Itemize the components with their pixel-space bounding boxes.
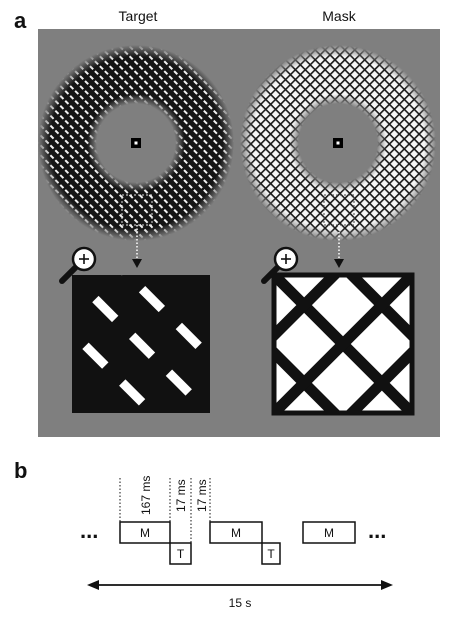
stimulus-panel bbox=[38, 29, 440, 437]
trailing-ellipsis: ... bbox=[368, 518, 386, 543]
magnifier-icon-target bbox=[59, 246, 97, 284]
svg-text:M: M bbox=[140, 526, 150, 540]
zoom-region-mask bbox=[323, 194, 355, 226]
fixation-point-target bbox=[131, 138, 141, 148]
zoom-arrow-mask bbox=[334, 225, 344, 268]
mask-box-3: M bbox=[302, 521, 356, 544]
fixation-point-mask bbox=[333, 138, 343, 148]
target-inset bbox=[72, 275, 210, 413]
panel-b-letter: b bbox=[14, 458, 28, 483]
total-duration-label: 15 s bbox=[229, 596, 252, 610]
svg-text:M: M bbox=[324, 526, 334, 540]
zoom-arrow-target bbox=[132, 225, 142, 268]
total-duration-arrow bbox=[87, 580, 393, 590]
target-box-2: T bbox=[261, 542, 281, 565]
target-column-title: Target bbox=[118, 8, 158, 24]
svg-text:T: T bbox=[267, 547, 275, 561]
panel-a-letter: a bbox=[14, 8, 27, 33]
svg-text:M: M bbox=[231, 526, 241, 540]
duration-label-167: 167 ms bbox=[139, 476, 153, 515]
magnifier-icon-mask bbox=[261, 246, 299, 284]
mask-inset bbox=[271, 272, 415, 416]
leading-ellipsis: ... bbox=[80, 518, 98, 543]
mask-box-2: M bbox=[209, 521, 263, 544]
duration-label-17a: 17 ms bbox=[174, 479, 188, 512]
duration-label-17b: 17 ms bbox=[195, 479, 209, 512]
svg-text:T: T bbox=[177, 547, 185, 561]
zoom-region-target bbox=[121, 194, 153, 226]
mask-column-title: Mask bbox=[322, 8, 356, 24]
target-box-1: T bbox=[169, 542, 192, 565]
mask-box-1: M bbox=[119, 521, 171, 544]
stimulus-svg bbox=[38, 45, 436, 416]
